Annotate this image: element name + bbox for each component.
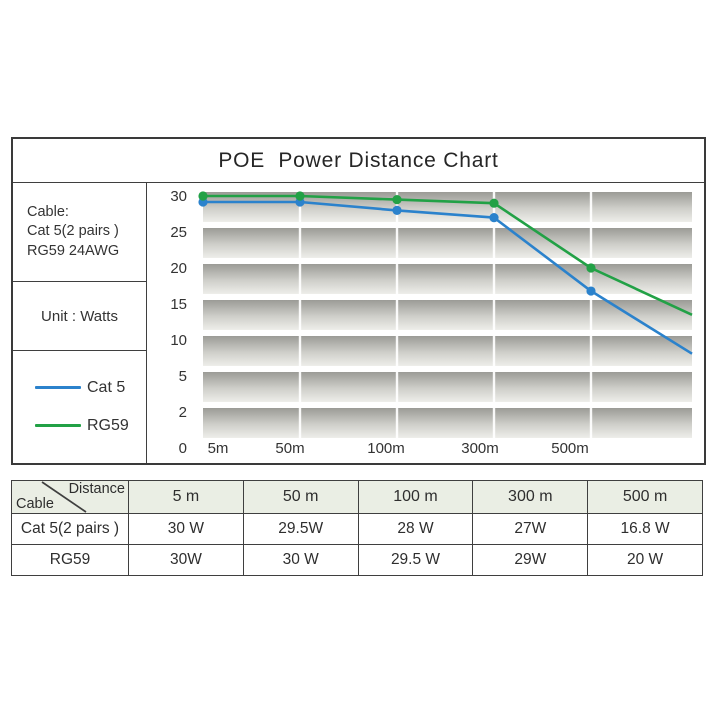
legend-item-rg59: RG59 <box>35 417 146 435</box>
x-tick-label: 300m <box>461 440 499 457</box>
table-cell: 29.5 W <box>357 544 473 575</box>
y-tick-label: 5 <box>179 368 187 385</box>
cat5-point-300m <box>489 213 499 223</box>
x-tick-label: 5m <box>208 440 229 457</box>
chart-panel: POE Power Distance Chart Cable: Cat 5(2 … <box>11 137 706 465</box>
vertical-gridline <box>589 192 593 438</box>
grid-band <box>203 228 692 258</box>
unit-section: Unit : Watts <box>13 282 146 351</box>
vertical-gridline <box>492 192 496 438</box>
corner-distance-label: Distance <box>68 481 125 497</box>
x-tick-label: 50m <box>275 440 304 457</box>
chart-title: POE Power Distance Chart <box>218 148 499 172</box>
cat5-line-swatch <box>35 386 81 389</box>
y-tick-label: 25 <box>170 224 187 241</box>
y-tick-label: 20 <box>170 260 187 277</box>
cable-info-line: Cat 5(2 pairs ) <box>27 223 119 240</box>
cable-info-section: Cable: Cat 5(2 pairs ) RG59 24AWG <box>13 183 146 282</box>
legend-item-cat5: Cat 5 <box>35 379 146 397</box>
rg59-point-300m <box>489 198 499 208</box>
grid-band <box>203 336 692 366</box>
cat5-point-500m <box>586 286 596 296</box>
grid-band <box>203 264 692 294</box>
unit-label: Unit : Watts <box>41 307 118 325</box>
table-cell: 30 W <box>128 513 243 544</box>
chart-sidebar: Cable: Cat 5(2 pairs ) RG59 24AWG Unit :… <box>13 183 147 463</box>
x-tick-label: 100m <box>367 440 405 457</box>
row-label: RG59 <box>12 544 128 575</box>
vertical-gridline <box>395 192 399 438</box>
col-header: 50 m <box>242 481 358 513</box>
grid-band <box>203 300 692 330</box>
table-cell: 28 W <box>357 513 473 544</box>
col-header: 100 m <box>357 481 473 513</box>
y-tick-label: 10 <box>170 332 187 349</box>
cat5-point-100m <box>392 205 402 215</box>
grid-band <box>203 408 692 438</box>
y-tick-label: 0 <box>179 440 187 457</box>
rg59-line-swatch <box>35 424 81 427</box>
rg59-point-500m <box>586 263 596 273</box>
table-cell: 16.8 W <box>587 513 702 544</box>
cable-info-line: RG59 24AWG <box>27 242 120 259</box>
col-header: 300 m <box>472 481 588 513</box>
corner-cable-label: Cable <box>16 496 54 512</box>
grid-band <box>203 372 692 402</box>
table-cell: 29W <box>472 544 588 575</box>
chart-title-bar: POE Power Distance Chart <box>13 139 704 183</box>
rg59-line <box>203 194 693 316</box>
table-corner-cell: Distance Cable <box>12 481 128 513</box>
y-tick-label: 30 <box>170 188 187 205</box>
table-cell: 27W <box>472 513 588 544</box>
x-tick-label: 500m <box>551 440 589 457</box>
col-header: 500 m <box>587 481 702 513</box>
cable-info-line: Cable: <box>27 203 69 220</box>
table-cell: 20 W <box>587 544 702 575</box>
corner-diagonal-line <box>41 481 87 513</box>
col-header: 5 m <box>128 481 243 513</box>
legend-section: Cat 5 RG59 <box>13 351 146 462</box>
legend-label-rg59: RG59 <box>87 416 129 434</box>
legend-label-cat5: Cat 5 <box>87 378 126 396</box>
vertical-gridline <box>298 192 302 438</box>
y-tick-label: 15 <box>170 296 187 313</box>
table-cell: 30 W <box>242 544 358 575</box>
cat5-line <box>203 200 693 355</box>
row-label: Cat 5(2 pairs ) <box>12 513 128 544</box>
table-cell: 29.5W <box>242 513 358 544</box>
table-cell: 30W <box>128 544 243 575</box>
rg59-point-100m <box>392 195 402 205</box>
rg59-point-5m <box>198 191 208 201</box>
rg59-point-50m <box>295 191 305 201</box>
power-distance-table: Distance Cable 5 m 50 m 100 m 300 m 500 m Cat… <box>11 480 703 576</box>
y-tick-label: 2 <box>179 404 187 421</box>
